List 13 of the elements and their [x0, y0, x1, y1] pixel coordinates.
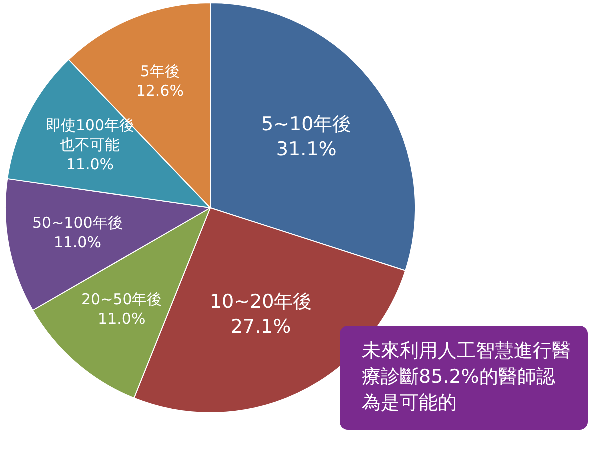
slice-label: 20~50年後 [81, 290, 162, 308]
data-label: 27.1% [230, 316, 292, 338]
data-label: 11.0% [66, 155, 114, 174]
data-label: 12.6% [136, 82, 184, 100]
slice-label: 5~10年後 [262, 114, 352, 136]
slice-label: 5年後 [140, 62, 180, 81]
text: 未來利用人工智慧進行醫療診斷85.2%的醫師認為是可能的 [340, 326, 588, 430]
data-label: 31.1% [276, 138, 337, 160]
data-label: 11.0% [98, 310, 146, 328]
slice-label: 10~20年後 [210, 291, 312, 314]
slice-label: 即使100年後也不可能 [46, 116, 135, 154]
slice-label: 50~100年後 [32, 214, 123, 232]
data-label: 11.0% [54, 233, 102, 252]
